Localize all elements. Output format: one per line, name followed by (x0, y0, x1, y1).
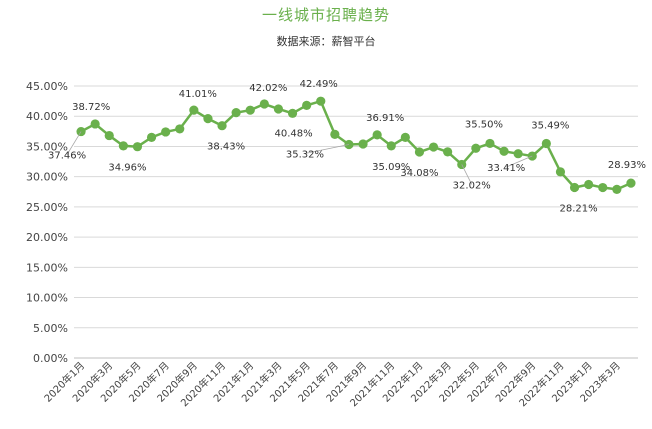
data-point (316, 96, 326, 106)
data-label: 34.08% (400, 168, 438, 179)
data-point (598, 182, 608, 193)
data-label: 42.49% (300, 79, 338, 90)
data-point (189, 105, 199, 115)
data-point (217, 121, 227, 131)
y-tick-label: 25.00% (26, 201, 68, 214)
data-label: 28.21% (559, 203, 597, 214)
data-label: 34.96% (108, 163, 146, 174)
data-label: 41.01% (179, 89, 217, 100)
data-label: 35.32% (286, 150, 324, 161)
data-label: 38.72% (72, 102, 110, 113)
data-point (386, 141, 396, 151)
leader-line (66, 131, 82, 155)
leader-line (304, 144, 350, 154)
data-point (245, 105, 255, 115)
data-labels: 37.46% 38.72% 34.96% 41.01% 38.43% 42.02% 40.4… (48, 79, 646, 214)
chart-subtitle: 数据来源：薪智平台 (276, 35, 376, 48)
y-tick-label: 20.00% (26, 231, 68, 244)
data-point (358, 139, 368, 149)
data-point (118, 141, 128, 151)
x-axis-ticks: 2020年1月2020年3月2020年5月2020年7月2020年9月2020年… (41, 359, 623, 409)
data-point (330, 129, 340, 139)
y-tick-label: 35.00% (26, 140, 68, 153)
data-point (175, 124, 185, 134)
data-label: 35.09% (372, 162, 410, 173)
data-point (414, 147, 425, 157)
data-point (457, 159, 467, 170)
data-point (569, 182, 580, 193)
y-tick-label: 30.00% (26, 171, 68, 184)
data-point (90, 119, 100, 129)
data-label: 37.46% (48, 151, 86, 162)
data-point (513, 149, 523, 159)
y-tick-label: 15.00% (26, 261, 68, 274)
data-point (259, 99, 269, 109)
data-point (146, 132, 157, 142)
data-point (132, 142, 143, 152)
data-point (499, 146, 509, 156)
data-label: 28.93% (608, 160, 646, 171)
data-label: 38.43% (207, 142, 245, 153)
data-point (231, 107, 241, 118)
leader-line (461, 164, 473, 185)
series-line (80, 99, 632, 191)
data-point (471, 143, 481, 153)
data-label: 42.02% (249, 83, 287, 94)
y-tick-label: 5.00% (33, 322, 68, 335)
data-label: 40.48% (274, 128, 312, 139)
data-label: 33.41% (487, 163, 525, 174)
y-axis-ticks: 0.00% 5.00% 10.00% 15.00% 20.00% 25.00% 30.00%… (26, 80, 68, 365)
leader-line (506, 155, 533, 168)
data-point (555, 167, 566, 177)
data-point (161, 127, 171, 137)
data-label: 35.49% (531, 120, 569, 131)
data-point (584, 179, 594, 190)
y-tick-label: 45.00% (26, 80, 68, 93)
data-point (485, 138, 495, 149)
y-tick-label: 40.00% (26, 110, 68, 123)
data-point (443, 147, 453, 157)
data-point (273, 104, 284, 114)
data-label: 36.91% (366, 113, 404, 124)
data-point (400, 132, 410, 142)
y-tick-label: 10.00% (26, 292, 68, 305)
series (76, 96, 636, 194)
data-label: 35.50% (465, 119, 503, 130)
data-point (104, 130, 114, 141)
data-point (203, 114, 213, 124)
data-point (372, 130, 382, 140)
data-point (428, 142, 439, 152)
data-point (626, 178, 636, 188)
y-tick-label: 0.00% (33, 352, 68, 365)
gridlines (74, 85, 638, 329)
data-point (287, 108, 298, 118)
data-point (612, 184, 622, 194)
chart-title: 一线城市招聘趋势 (261, 6, 390, 24)
data-point (302, 100, 312, 110)
data-label: 32.02% (453, 180, 491, 191)
data-point (541, 138, 551, 149)
